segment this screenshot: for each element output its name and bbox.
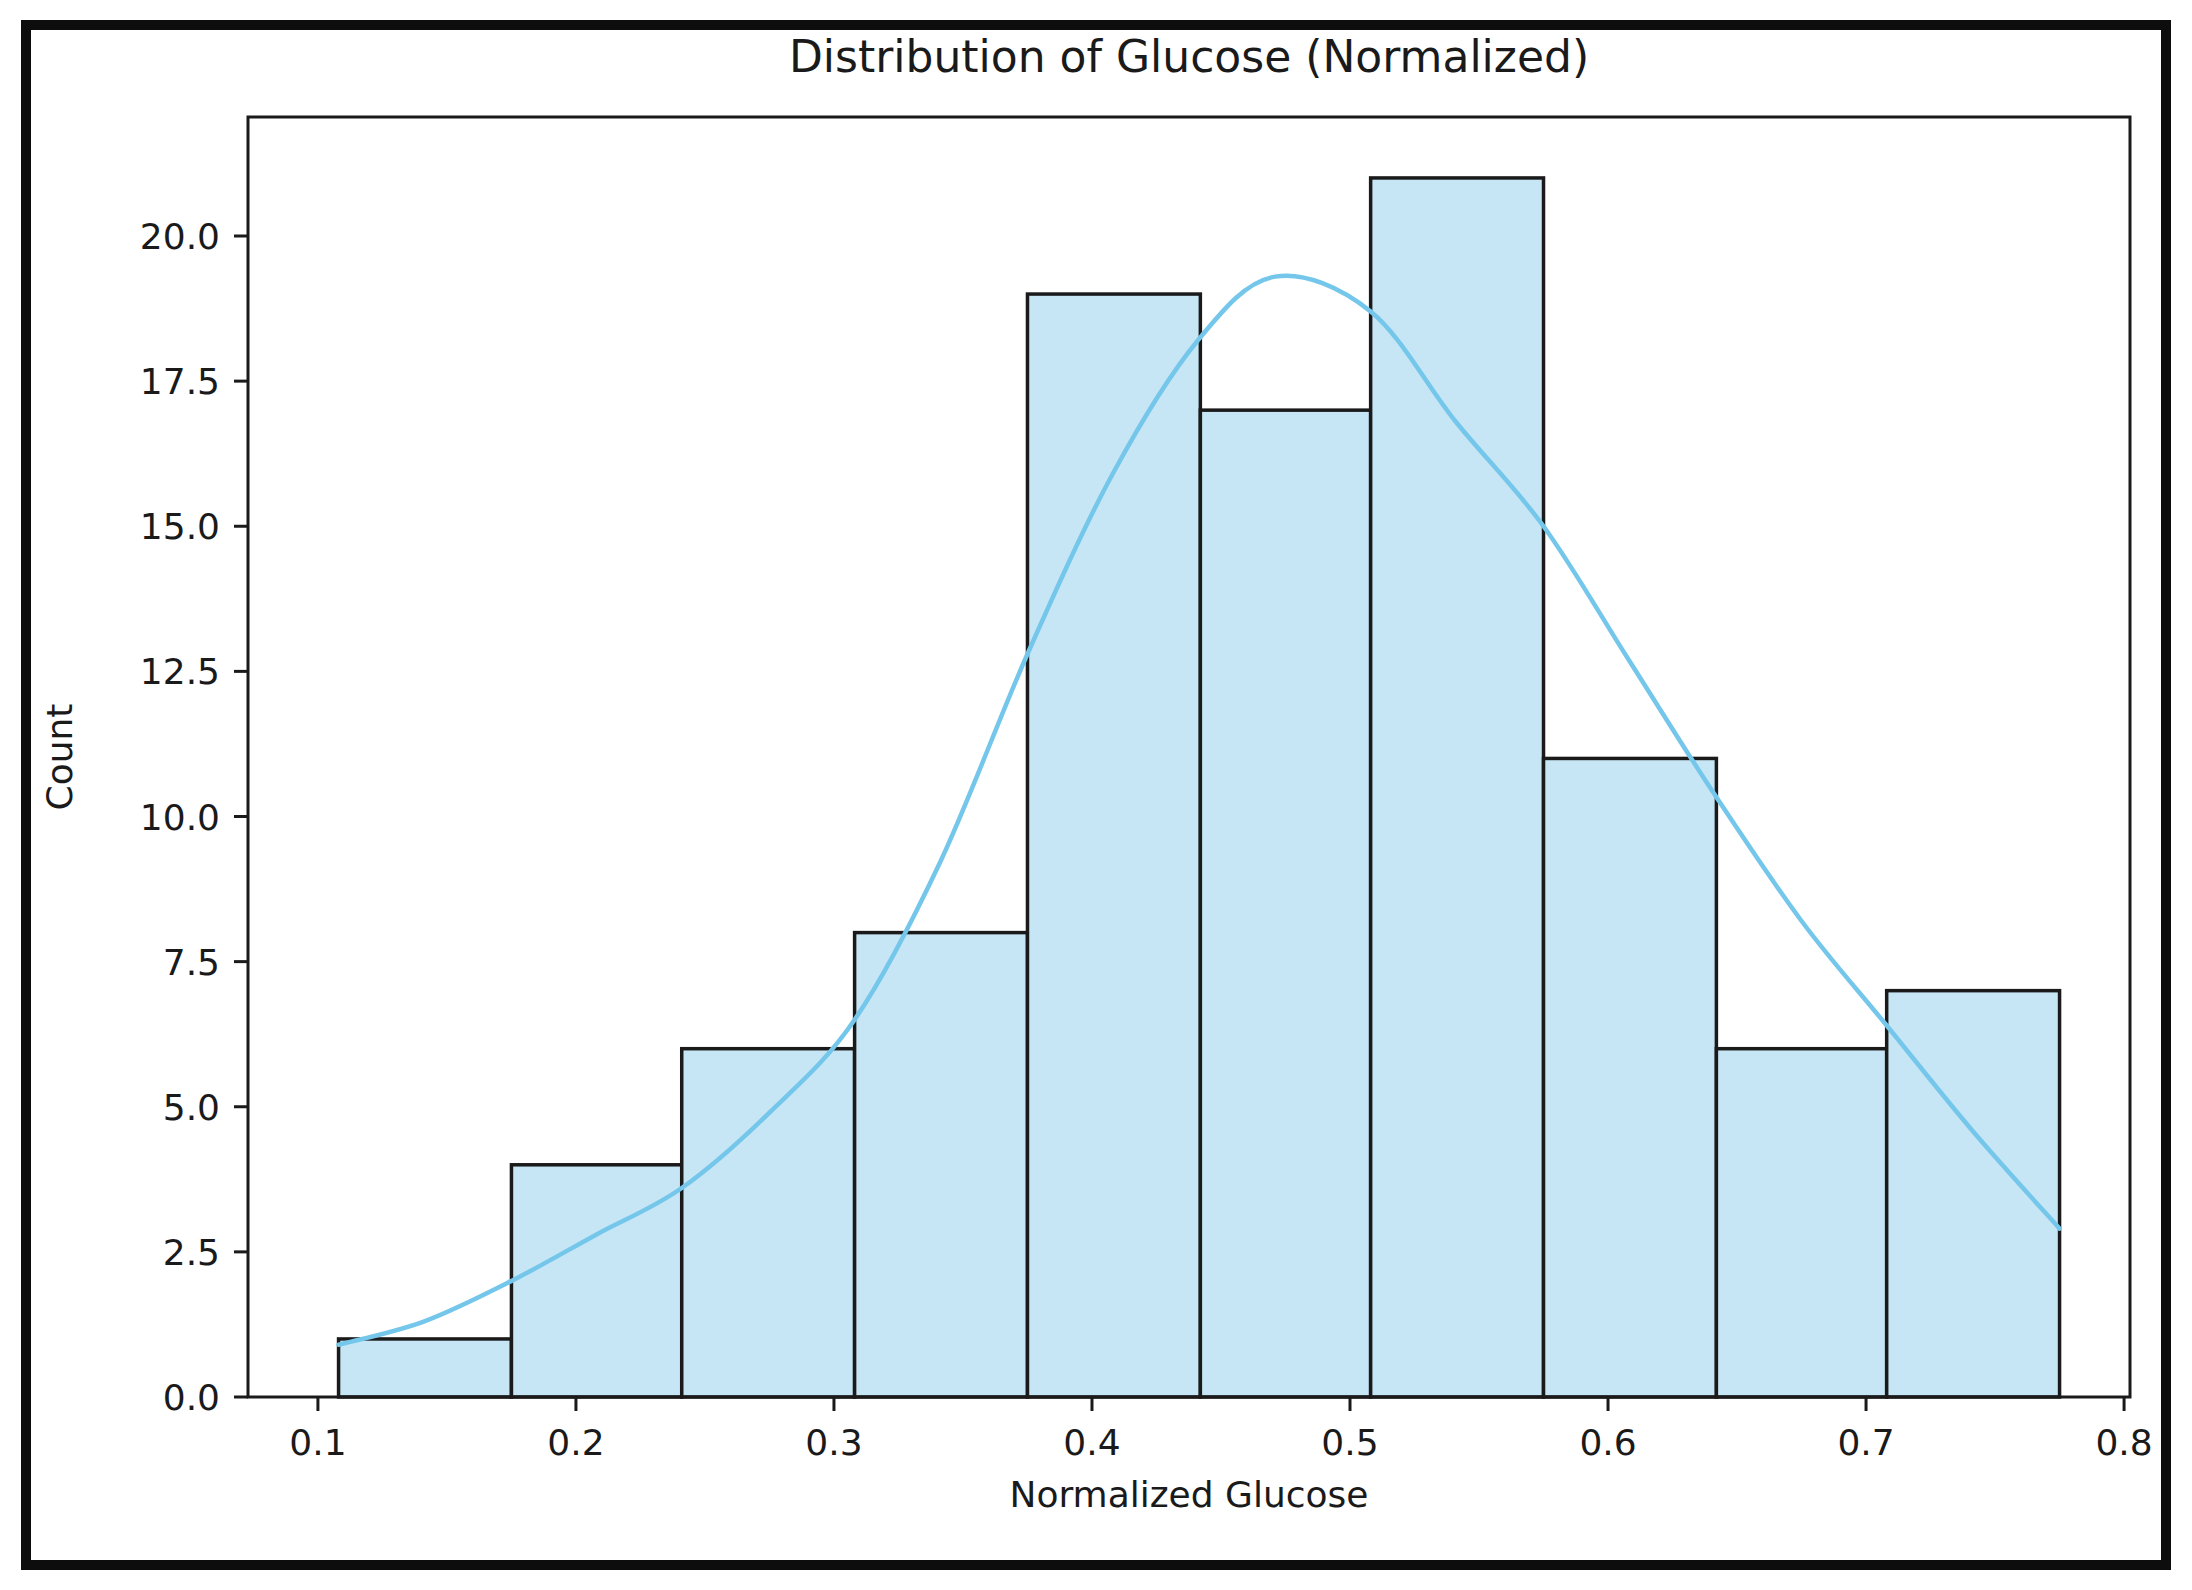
y-tick-label: 0.0 (163, 1377, 220, 1418)
histogram-bar (855, 933, 1028, 1397)
y-tick-label: 17.5 (140, 361, 220, 402)
x-tick-label: 0.5 (1321, 1422, 1378, 1463)
y-tick-label: 2.5 (163, 1232, 220, 1273)
y-tick-label: 10.0 (140, 797, 220, 838)
histogram-bar (1027, 294, 1200, 1397)
x-tick-label: 0.3 (805, 1422, 862, 1463)
histogram-chart: 0.1 0.2 0.3 0.4 0.5 0.6 0.7 0.8 0.0 2.5 5.0 7.5 10.0… (0, 0, 2192, 1590)
x-tick-label: 0.4 (1063, 1422, 1120, 1463)
histogram-bar (1200, 410, 1370, 1397)
chart-title: Distribution of Glucose (Normalized) (789, 31, 1589, 82)
y-tick-label: 7.5 (163, 942, 220, 983)
histogram-bar (1887, 991, 2060, 1397)
x-tick-label: 0.2 (547, 1422, 604, 1463)
y-tick-label: 20.0 (140, 216, 220, 257)
histogram-bar (511, 1165, 681, 1397)
x-tick-label: 0.1 (289, 1422, 346, 1463)
histogram-bar (682, 1049, 855, 1397)
bars-layer (339, 178, 2060, 1397)
x-tick-label: 0.7 (1837, 1422, 1894, 1463)
x-tick-label: 0.8 (2095, 1422, 2152, 1463)
x-axis-label: Normalized Glucose (1009, 1474, 1368, 1515)
y-tick-label: 12.5 (140, 651, 220, 692)
histogram-bar (1371, 178, 1544, 1397)
y-tick-label: 5.0 (163, 1087, 220, 1128)
histogram-bar (1544, 758, 1717, 1397)
figure: 0.1 0.2 0.3 0.4 0.5 0.6 0.7 0.8 0.0 2.5 5.0 7.5 10.0… (0, 0, 2192, 1590)
x-tick-label: 0.6 (1579, 1422, 1636, 1463)
histogram-bar (339, 1339, 512, 1397)
y-axis-label: Count (39, 704, 80, 811)
histogram-bar (1716, 1049, 1886, 1397)
y-tick-label: 15.0 (140, 506, 220, 547)
